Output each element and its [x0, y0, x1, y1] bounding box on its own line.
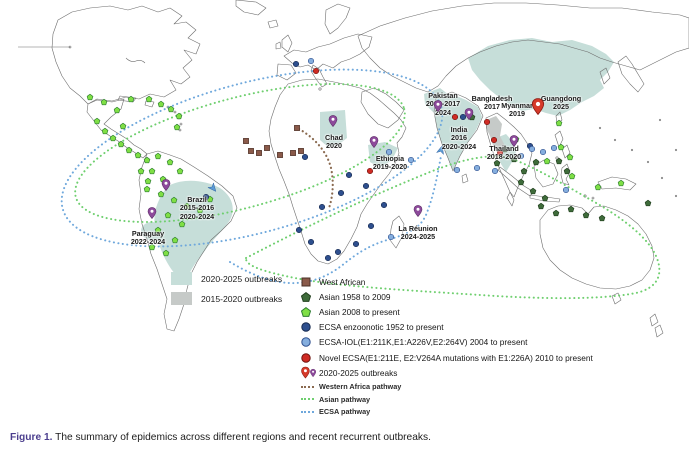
- brown-sq-icon: [301, 277, 316, 287]
- marker-legend-label: Asian pathway: [319, 394, 371, 404]
- fill-legend-label: 2015-2020 outbreaks: [201, 293, 283, 304]
- world-map-svg: [18, 0, 689, 338]
- marker-legend-item: ECSA-IOL(E1:211K,E1:A226V,E2:264V) 2004 …: [301, 335, 593, 350]
- dots-brown-icon: [301, 385, 316, 388]
- figure-caption-text: The summary of epidemics across differen…: [52, 432, 431, 443]
- world-map: Pakistan 2016-2017 2024 Bangladesh 2017 Myanm…: [18, 0, 689, 418]
- fill-legend-item: 2015-2020 outbreaks: [171, 292, 282, 305]
- marker-legend-label: Novel ECSA(E1:211E, E2:V264A mutations w…: [319, 352, 593, 363]
- marker-legend-item: Western Africa pathway: [301, 380, 593, 393]
- marker-legend-label: Western Africa pathway: [319, 382, 402, 392]
- marker-legend-label: Asian 1958 to 2009: [319, 291, 391, 302]
- dblue-circ-icon: [301, 322, 316, 332]
- dgreen-pent-icon: [301, 291, 316, 302]
- marker-legend: West African Asian 1958 to 2009 Asian 2008…: [301, 274, 593, 418]
- marker-legend-item: West African: [301, 274, 593, 289]
- marker-legend-label: ECSA-IOL(E1:211K,E1:A226V,E2:264V) 2004 …: [319, 337, 528, 348]
- red-circ-icon: [301, 352, 316, 363]
- marker-legend-item: 2020-2025 outbreaks: [301, 365, 593, 380]
- marker-legend-label: 2020-2025 outbreaks: [319, 367, 398, 378]
- western-africa-pathway: [297, 127, 334, 210]
- figure-caption-label: Figure 1.: [10, 432, 53, 443]
- fill-legend: 2020-2025 outbreaks 2015-2020 outbreaks: [171, 272, 282, 312]
- marker-legend-item: Asian pathway: [301, 393, 593, 406]
- fill-legend-swatch: [171, 292, 192, 305]
- green-pent-icon: [301, 306, 316, 317]
- lblue-circ-icon: [301, 337, 316, 348]
- ecsa-pathway-africa-india: [229, 155, 442, 285]
- figure-caption: Figure 1. The summary of epidemics acros…: [10, 432, 678, 443]
- dots-blue-icon: [301, 410, 316, 413]
- marker-legend-item: ECSA enzoonotic 1952 to present: [301, 320, 593, 335]
- asian-pathway-americas: [74, 83, 406, 223]
- marker-legend-label: ECSA enzoonotic 1952 to present: [319, 322, 444, 333]
- fill-legend-label: 2020-2025 outbreaks: [201, 273, 283, 284]
- marker-legend-item: Novel ECSA(E1:211E, E2:V264A mutations w…: [301, 350, 593, 365]
- highlighted-countries: [141, 38, 614, 282]
- fill-legend-swatch: [171, 272, 192, 285]
- asian-pathway-east: [245, 155, 661, 300]
- marker-legend-label: Asian 2008 to present: [319, 306, 400, 317]
- marker-legend-item: Asian 1958 to 2009: [301, 289, 593, 304]
- marker-legend-label: West African: [319, 276, 366, 287]
- double-pin-icon: [301, 364, 316, 381]
- marker-legend-item: Asian 2008 to present: [301, 304, 593, 319]
- marker-legend-item: ECSA pathway: [301, 406, 593, 419]
- fill-legend-item: 2020-2025 outbreaks: [171, 272, 282, 285]
- dots-green-icon: [301, 398, 316, 401]
- marker-legend-label: ECSA pathway: [319, 407, 371, 417]
